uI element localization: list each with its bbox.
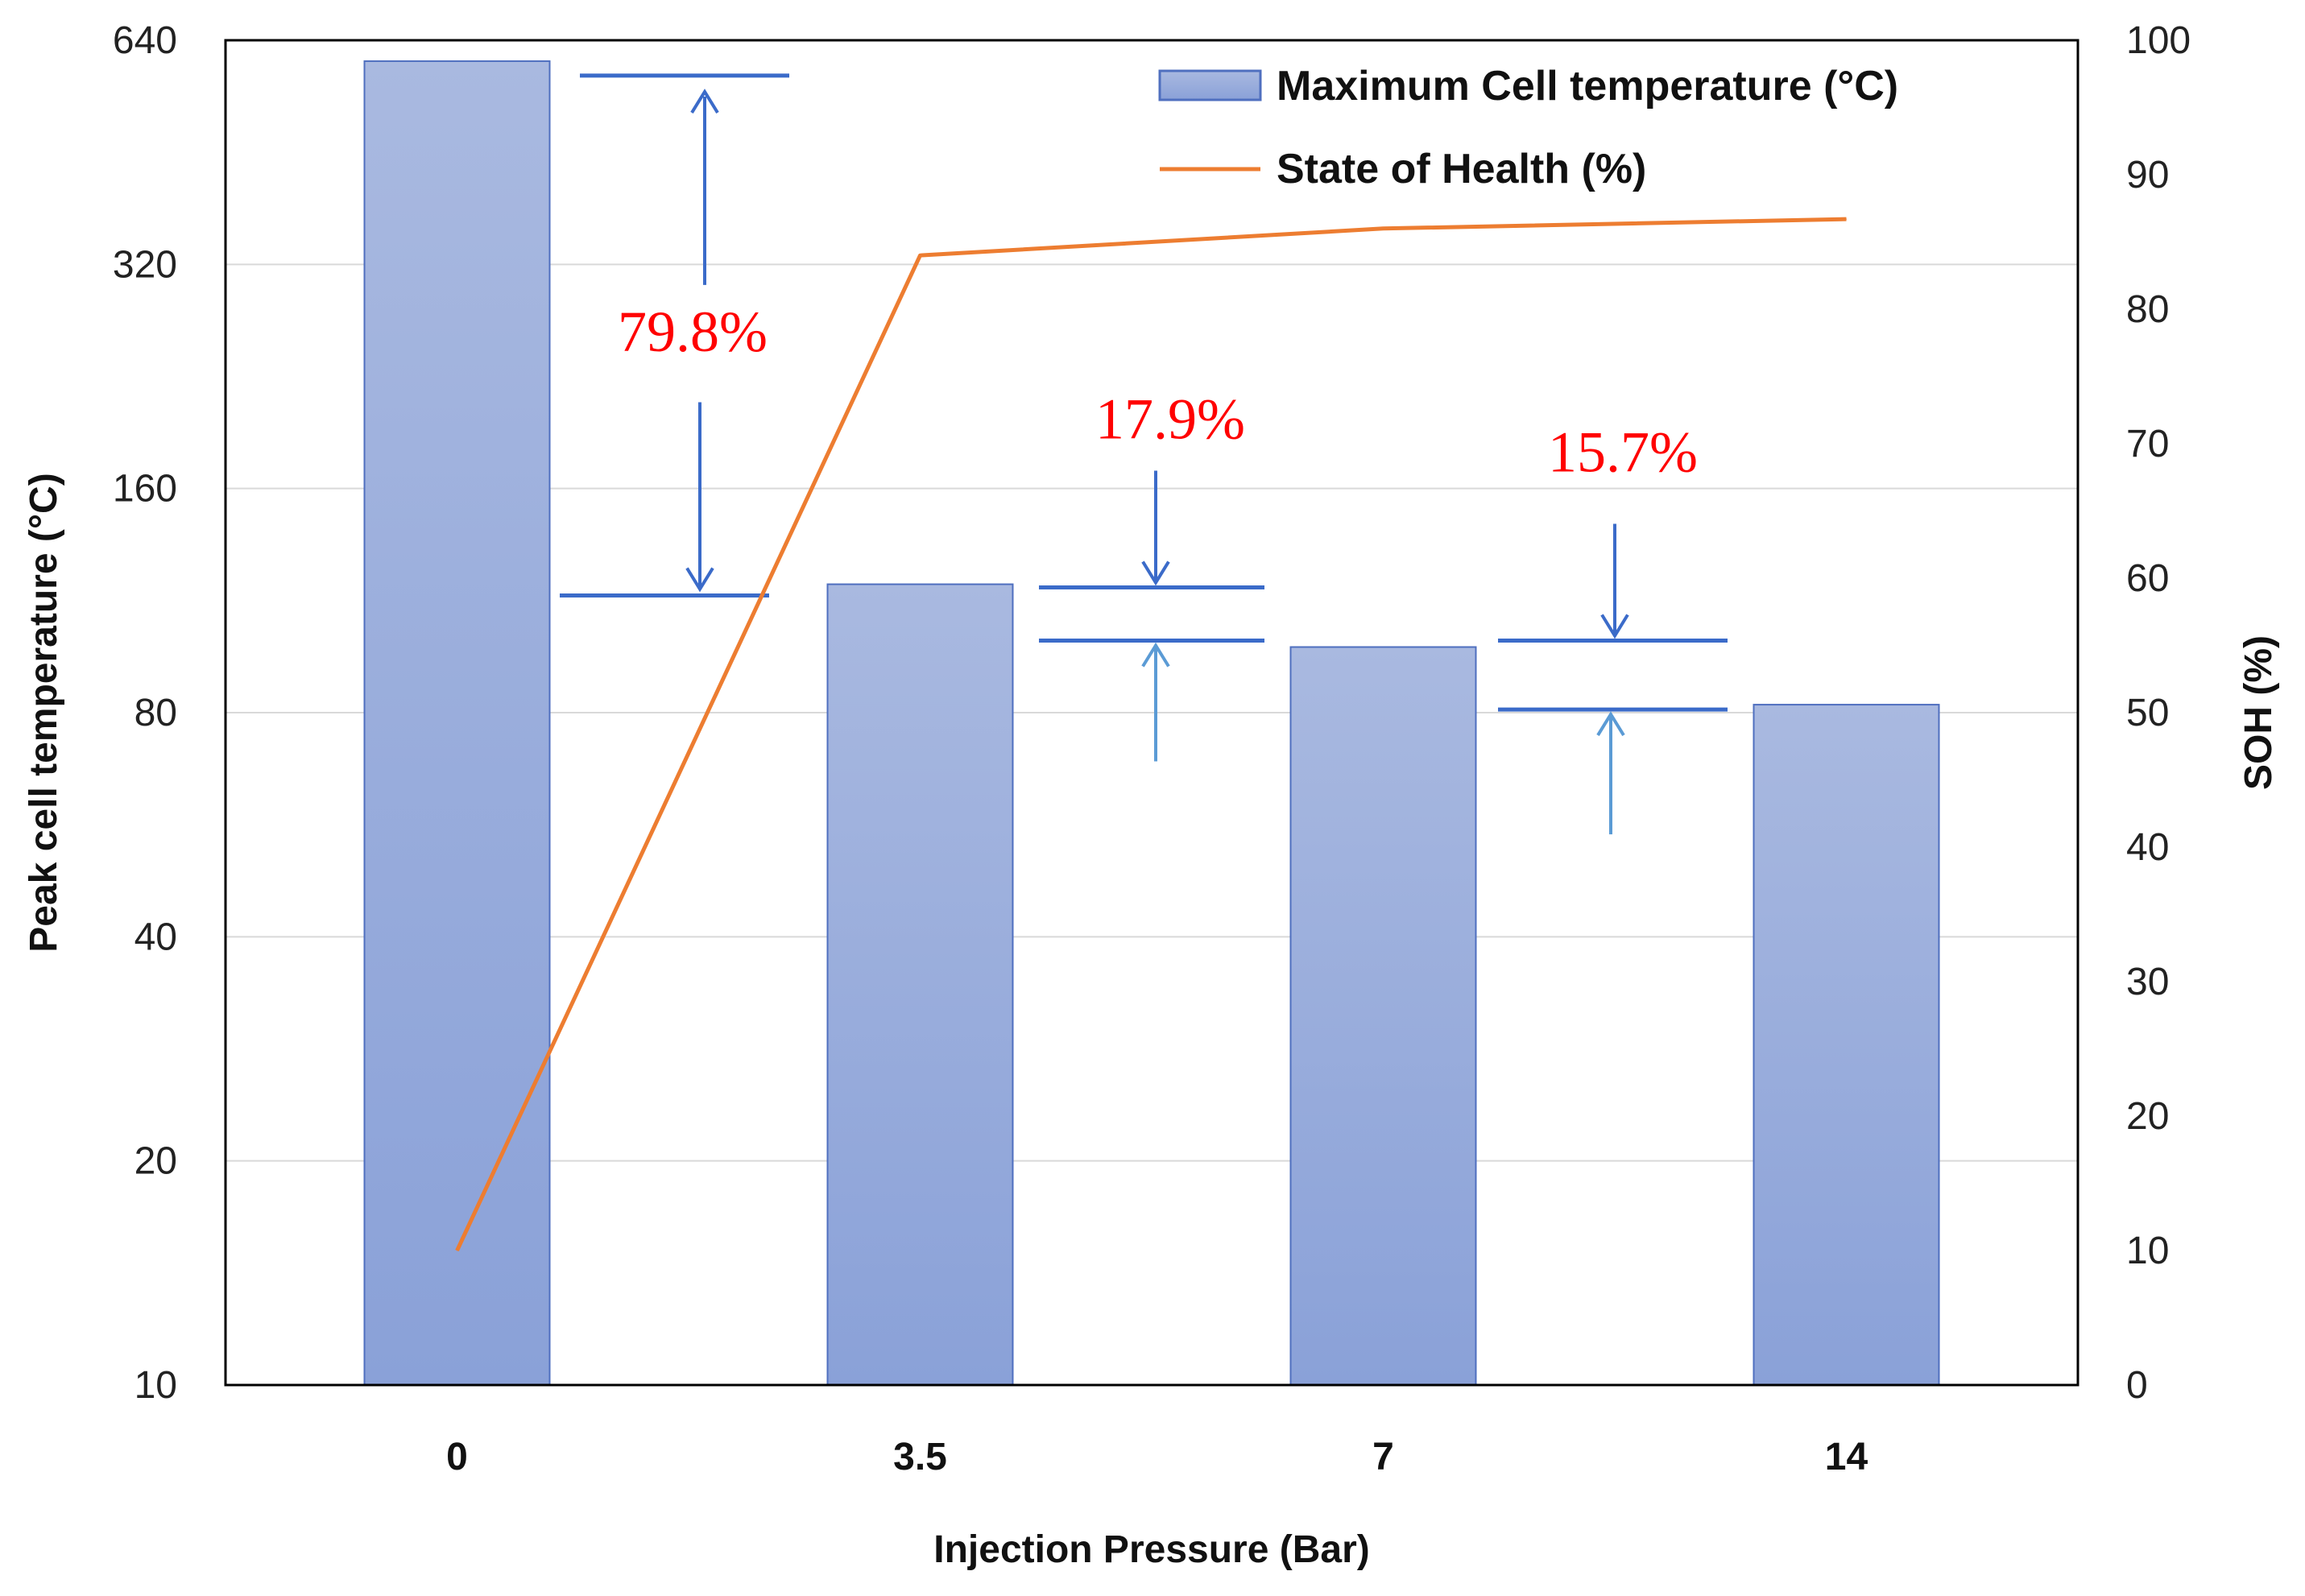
right-tick-label: 90 (2126, 154, 2169, 196)
x-tick-label: 0 (446, 1436, 468, 1478)
left-axis-title: Peak cell temperature (°C) (23, 473, 65, 952)
legend-line-label: State of Health (%) (1277, 146, 1646, 192)
x-tick-label: 3.5 (893, 1436, 947, 1478)
bar (826, 583, 1014, 1386)
soh-line (455, 217, 1847, 1252)
reduction-label: 79.8% (618, 300, 768, 364)
annotations: 79.8% 17.9% 15.7% (560, 73, 1728, 835)
x-axis-title: Injection Pressure (Bar) (933, 1528, 1370, 1571)
reduction-label: 17.9% (1095, 387, 1245, 452)
soh-point (1846, 218, 1847, 220)
arrow-head (1600, 614, 1629, 639)
right-tick-label: 70 (2126, 423, 2169, 465)
right-tick-label: 80 (2126, 288, 2169, 331)
right-tick-label: 100 (2126, 19, 2191, 62)
left-tick-label: 320 (113, 243, 177, 286)
soh-point (1383, 228, 1384, 229)
right-tick-label: 0 (2126, 1364, 2148, 1407)
soh-point (920, 254, 921, 256)
left-tick-label: 640 (113, 19, 177, 62)
right-tick-label: 10 (2126, 1230, 2169, 1272)
right-tick-label: 30 (2126, 961, 2169, 1003)
left-axis-ticks: 10 20 40 80 160 320 640 (113, 19, 177, 1407)
bar (1289, 646, 1477, 1386)
x-tick-label: 7 (1372, 1436, 1394, 1478)
bar (1753, 704, 1940, 1386)
right-axis-ticks: 0 10 20 30 40 50 60 70 80 90 100 (2126, 19, 2191, 1407)
left-tick-label: 80 (134, 692, 177, 734)
arrow-head (685, 567, 714, 593)
bar-series (363, 60, 1940, 1387)
right-axis-title: SOH (%) (2237, 635, 2280, 790)
right-tick-label: 60 (2126, 557, 2169, 600)
legend-bar-label: Maximum Cell temperature (°C) (1277, 63, 1898, 110)
legend: Maximum Cell temperature (°C) State of H… (1158, 63, 1898, 192)
left-tick-label: 10 (134, 1364, 177, 1407)
arrow-head (1141, 560, 1170, 586)
soh-line-series (455, 217, 1847, 1252)
left-tick-label: 40 (134, 916, 177, 958)
bar (363, 60, 551, 1387)
reduction-label: 15.7% (1548, 420, 1698, 485)
plot-frame (224, 39, 2079, 1387)
arrow-head (1596, 711, 1625, 737)
right-tick-label: 20 (2126, 1095, 2169, 1138)
x-tick-label: 14 (1825, 1436, 1868, 1478)
left-tick-label: 20 (134, 1140, 177, 1183)
left-tick-label: 160 (113, 468, 177, 511)
arrow-head (1141, 642, 1170, 668)
arrow-head (690, 89, 719, 114)
right-tick-label: 40 (2126, 826, 2169, 869)
legend-bar-swatch (1158, 69, 1262, 101)
x-axis-ticks: 0 3.5 7 14 (446, 1436, 1868, 1478)
right-tick-label: 50 (2126, 692, 2169, 734)
